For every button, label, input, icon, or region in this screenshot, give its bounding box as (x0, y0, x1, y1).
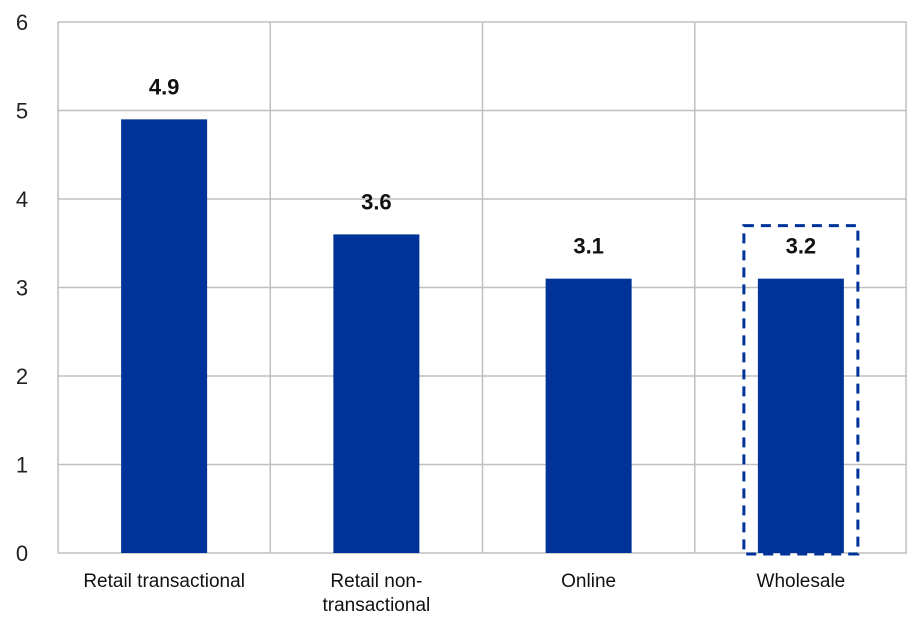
y-tick-label: 0 (16, 541, 28, 566)
bar (757, 278, 844, 553)
data-label: 3.2 (786, 234, 817, 259)
category-label: Retail transactional (83, 571, 245, 592)
y-tick-label: 2 (16, 364, 28, 389)
category-labels: Retail transactional Retail non-transacti… (83, 571, 845, 616)
category-label: Retail non- (330, 571, 422, 592)
bar (121, 119, 208, 553)
data-label: 3.6 (361, 189, 392, 214)
bar (333, 234, 420, 553)
y-tick-label: 5 (16, 99, 28, 124)
y-tick-label: 3 (16, 276, 28, 301)
bars (121, 119, 844, 553)
data-labels: 4.9 3.6 3.1 3.2 (149, 74, 816, 258)
y-axis-ticks: 0 1 2 3 4 5 6 (16, 10, 28, 566)
data-label: 3.1 (573, 234, 604, 259)
data-label: 4.9 (149, 74, 180, 99)
category-label: Online (561, 571, 616, 592)
highlight-layer (742, 224, 860, 556)
y-tick-label: 6 (16, 10, 28, 35)
category-label: transactional (323, 595, 431, 616)
highlight-box (742, 224, 860, 556)
category-label: Wholesale (757, 571, 846, 592)
y-tick-label: 1 (16, 453, 28, 478)
y-tick-label: 4 (16, 187, 28, 212)
bar (545, 278, 632, 553)
